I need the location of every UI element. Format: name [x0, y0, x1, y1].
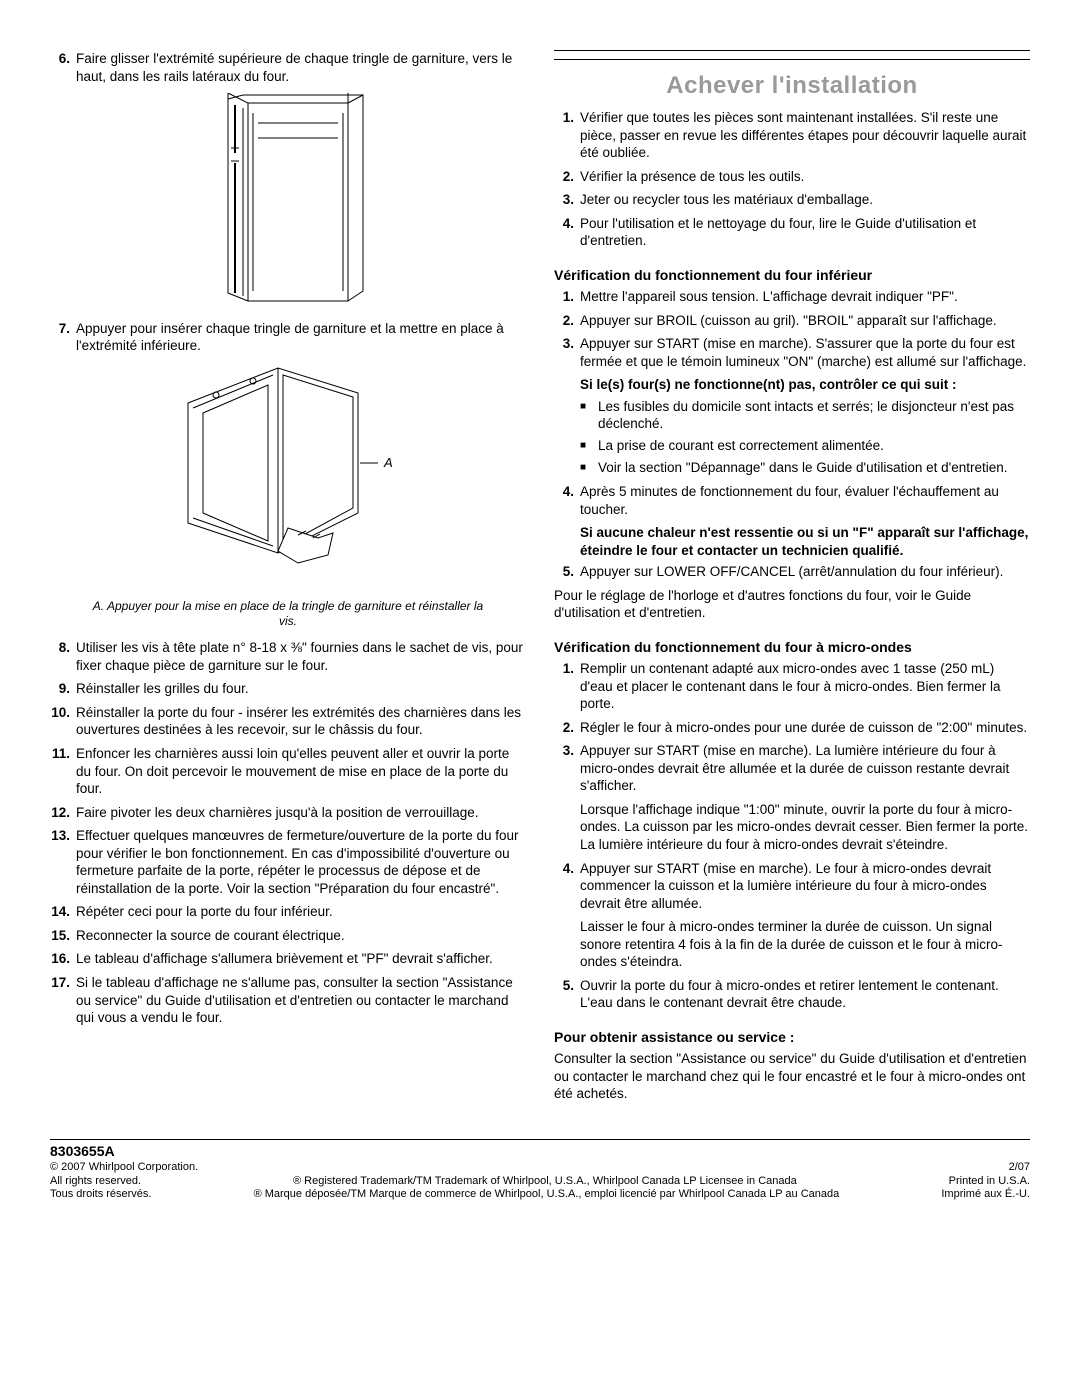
step-7: 7. Appuyer pour insérer chaque tringle d… — [50, 320, 526, 355]
step-15: 15.Reconnecter la source de courant élec… — [50, 927, 526, 945]
heading-microwave: Vérification du fonctionnement du four à… — [554, 638, 1030, 656]
mstep-3-text: Appuyer sur START (mise en marche). La l… — [580, 743, 1009, 793]
step-number: 7. — [50, 320, 76, 355]
step-text: Faire glisser l'extrémité supérieure de … — [76, 50, 526, 85]
right-steps-top: 1.Vérifier que toutes les pièces sont ma… — [554, 109, 1030, 250]
mstep-4-extra: Laisser le four à micro-ondes terminer l… — [580, 918, 1030, 971]
mstep-5: 5.Ouvrir la porte du four à micro-ondes … — [554, 977, 1030, 1012]
lstep-5: 5.Appuyer sur LOWER OFF/CANCEL (arrêt/an… — [554, 563, 1030, 581]
left-column: 6. Faire glisser l'extrémité supérieure … — [50, 50, 526, 1109]
trademark-fr: ® Marque déposée/TM Marque de commerce d… — [151, 1188, 941, 1202]
mstep-4-text: Appuyer sur START (mise en marche). Le f… — [580, 861, 991, 911]
right-column: Achever l'installation 1.Vérifier que to… — [554, 50, 1030, 1109]
heading-lower-oven: Vérification du fonctionnement du four i… — [554, 266, 1030, 284]
mstep-2: 2.Régler le four à micro-ondes pour une … — [554, 719, 1030, 737]
mstep-4: 4. Appuyer sur START (mise en marche). L… — [554, 860, 1030, 971]
footer-row-3: Tous droits réservés. ® Marque déposée/T… — [50, 1188, 1030, 1202]
step-text: Appuyer pour insérer chaque tringle de g… — [76, 320, 526, 355]
figure-1 — [50, 93, 526, 308]
lstep-4: 4.Après 5 minutes de fonctionnement du f… — [554, 483, 1030, 518]
mstep-3-extra: Lorsque l'affichage indique "1:00" minut… — [580, 801, 1030, 854]
part-number: 8303655A — [50, 1142, 1030, 1160]
divider — [554, 59, 1030, 60]
mstep-1: 1.Remplir un contenant adapté aux micro-… — [554, 660, 1030, 713]
date: 2/07 — [1009, 1161, 1030, 1175]
bullet-1: ■Les fusibles du domicile sont intacts e… — [580, 398, 1030, 433]
noheat-note: Si aucune chaleur n'est ressentie ou si … — [580, 524, 1030, 559]
rights-fr: Tous droits réservés. — [50, 1188, 151, 1202]
section-title: Achever l'installation — [554, 70, 1030, 101]
trademark-en: ® Registered Trademark/TM Trademark of W… — [141, 1175, 949, 1189]
step-12: 12.Faire pivoter les deux charnières jus… — [50, 804, 526, 822]
lstep-3: 3.Appuyer sur START (mise en marche). S'… — [554, 335, 1030, 370]
lower-steps-a: 1.Mettre l'appareil sous tension. L'affi… — [554, 288, 1030, 370]
left-steps-c: 8.Utiliser les vis à tête plate n° 8-18 … — [50, 639, 526, 1026]
figure-2: A — [50, 363, 526, 588]
left-steps-b: 7. Appuyer pour insérer chaque tringle d… — [50, 320, 526, 355]
footer-row-2: All rights reserved. ® Registered Tradem… — [50, 1175, 1030, 1189]
lstep-2: 2.Appuyer sur BROIL (cuisson au gril). "… — [554, 312, 1030, 330]
clock-note: Pour le réglage de l'horloge et d'autres… — [554, 587, 1030, 622]
step-13: 13.Effectuer quelques manœuvres de ferme… — [50, 827, 526, 897]
figure-2-letter: A — [383, 455, 393, 470]
assistance-text: Consulter la section "Assistance ou serv… — [554, 1050, 1030, 1103]
copyright: © 2007 Whirlpool Corporation. — [50, 1161, 198, 1175]
check-bullets: ■Les fusibles du domicile sont intacts e… — [554, 398, 1030, 477]
step-6: 6. Faire glisser l'extrémité supérieure … — [50, 50, 526, 85]
figure-2-caption: A. Appuyer pour la mise en place de la t… — [90, 599, 486, 629]
lower-steps-b: 4.Après 5 minutes de fonctionnement du f… — [554, 483, 1030, 518]
bullet-3: ■Voir la section "Dépannage" dans le Gui… — [580, 459, 1030, 477]
mstep-3: 3. Appuyer sur START (mise en marche). L… — [554, 742, 1030, 853]
footer: 8303655A © 2007 Whirlpool Corporation. 2… — [50, 1139, 1030, 1202]
two-column-layout: 6. Faire glisser l'extrémité supérieure … — [50, 50, 1030, 1109]
lower-steps-c: 5.Appuyer sur LOWER OFF/CANCEL (arrêt/an… — [554, 563, 1030, 581]
page: 6. Faire glisser l'extrémité supérieure … — [0, 0, 1080, 1232]
step-number: 6. — [50, 50, 76, 85]
footer-row-1: © 2007 Whirlpool Corporation. 2/07 — [50, 1161, 1030, 1175]
heading-assistance: Pour obtenir assistance ou service : — [554, 1028, 1030, 1046]
printed-fr: Imprimé aux É.-U. — [941, 1188, 1030, 1202]
micro-steps: 1.Remplir un contenant adapté aux micro-… — [554, 660, 1030, 1012]
bullet-2: ■La prise de courant est correctement al… — [580, 437, 1030, 455]
step-10: 10.Réinstaller la porte du four - insére… — [50, 704, 526, 739]
rstep-3: 3.Jeter ou recycler tous les matériaux d… — [554, 191, 1030, 209]
printed-en: Printed in U.S.A. — [949, 1175, 1030, 1189]
step-11: 11.Enfoncer les charnières aussi loin qu… — [50, 745, 526, 798]
step-14: 14.Répéter ceci pour la porte du four in… — [50, 903, 526, 921]
rstep-4: 4.Pour l'utilisation et le nettoyage du … — [554, 215, 1030, 250]
rstep-2: 2.Vérifier la présence de tous les outil… — [554, 168, 1030, 186]
step-9: 9.Réinstaller les grilles du four. — [50, 680, 526, 698]
left-steps-a: 6. Faire glisser l'extrémité supérieure … — [50, 50, 526, 85]
lstep-1: 1.Mettre l'appareil sous tension. L'affi… — [554, 288, 1030, 306]
step-17: 17.Si le tableau d'affichage ne s'allume… — [50, 974, 526, 1027]
rights-en: All rights reserved. — [50, 1175, 141, 1189]
step-8: 8.Utiliser les vis à tête plate n° 8-18 … — [50, 639, 526, 674]
check-heading: Si le(s) four(s) ne fonctionne(nt) pas, … — [580, 376, 1030, 394]
rstep-1: 1.Vérifier que toutes les pièces sont ma… — [554, 109, 1030, 162]
step-16: 16.Le tableau d'affichage s'allumera bri… — [50, 950, 526, 968]
